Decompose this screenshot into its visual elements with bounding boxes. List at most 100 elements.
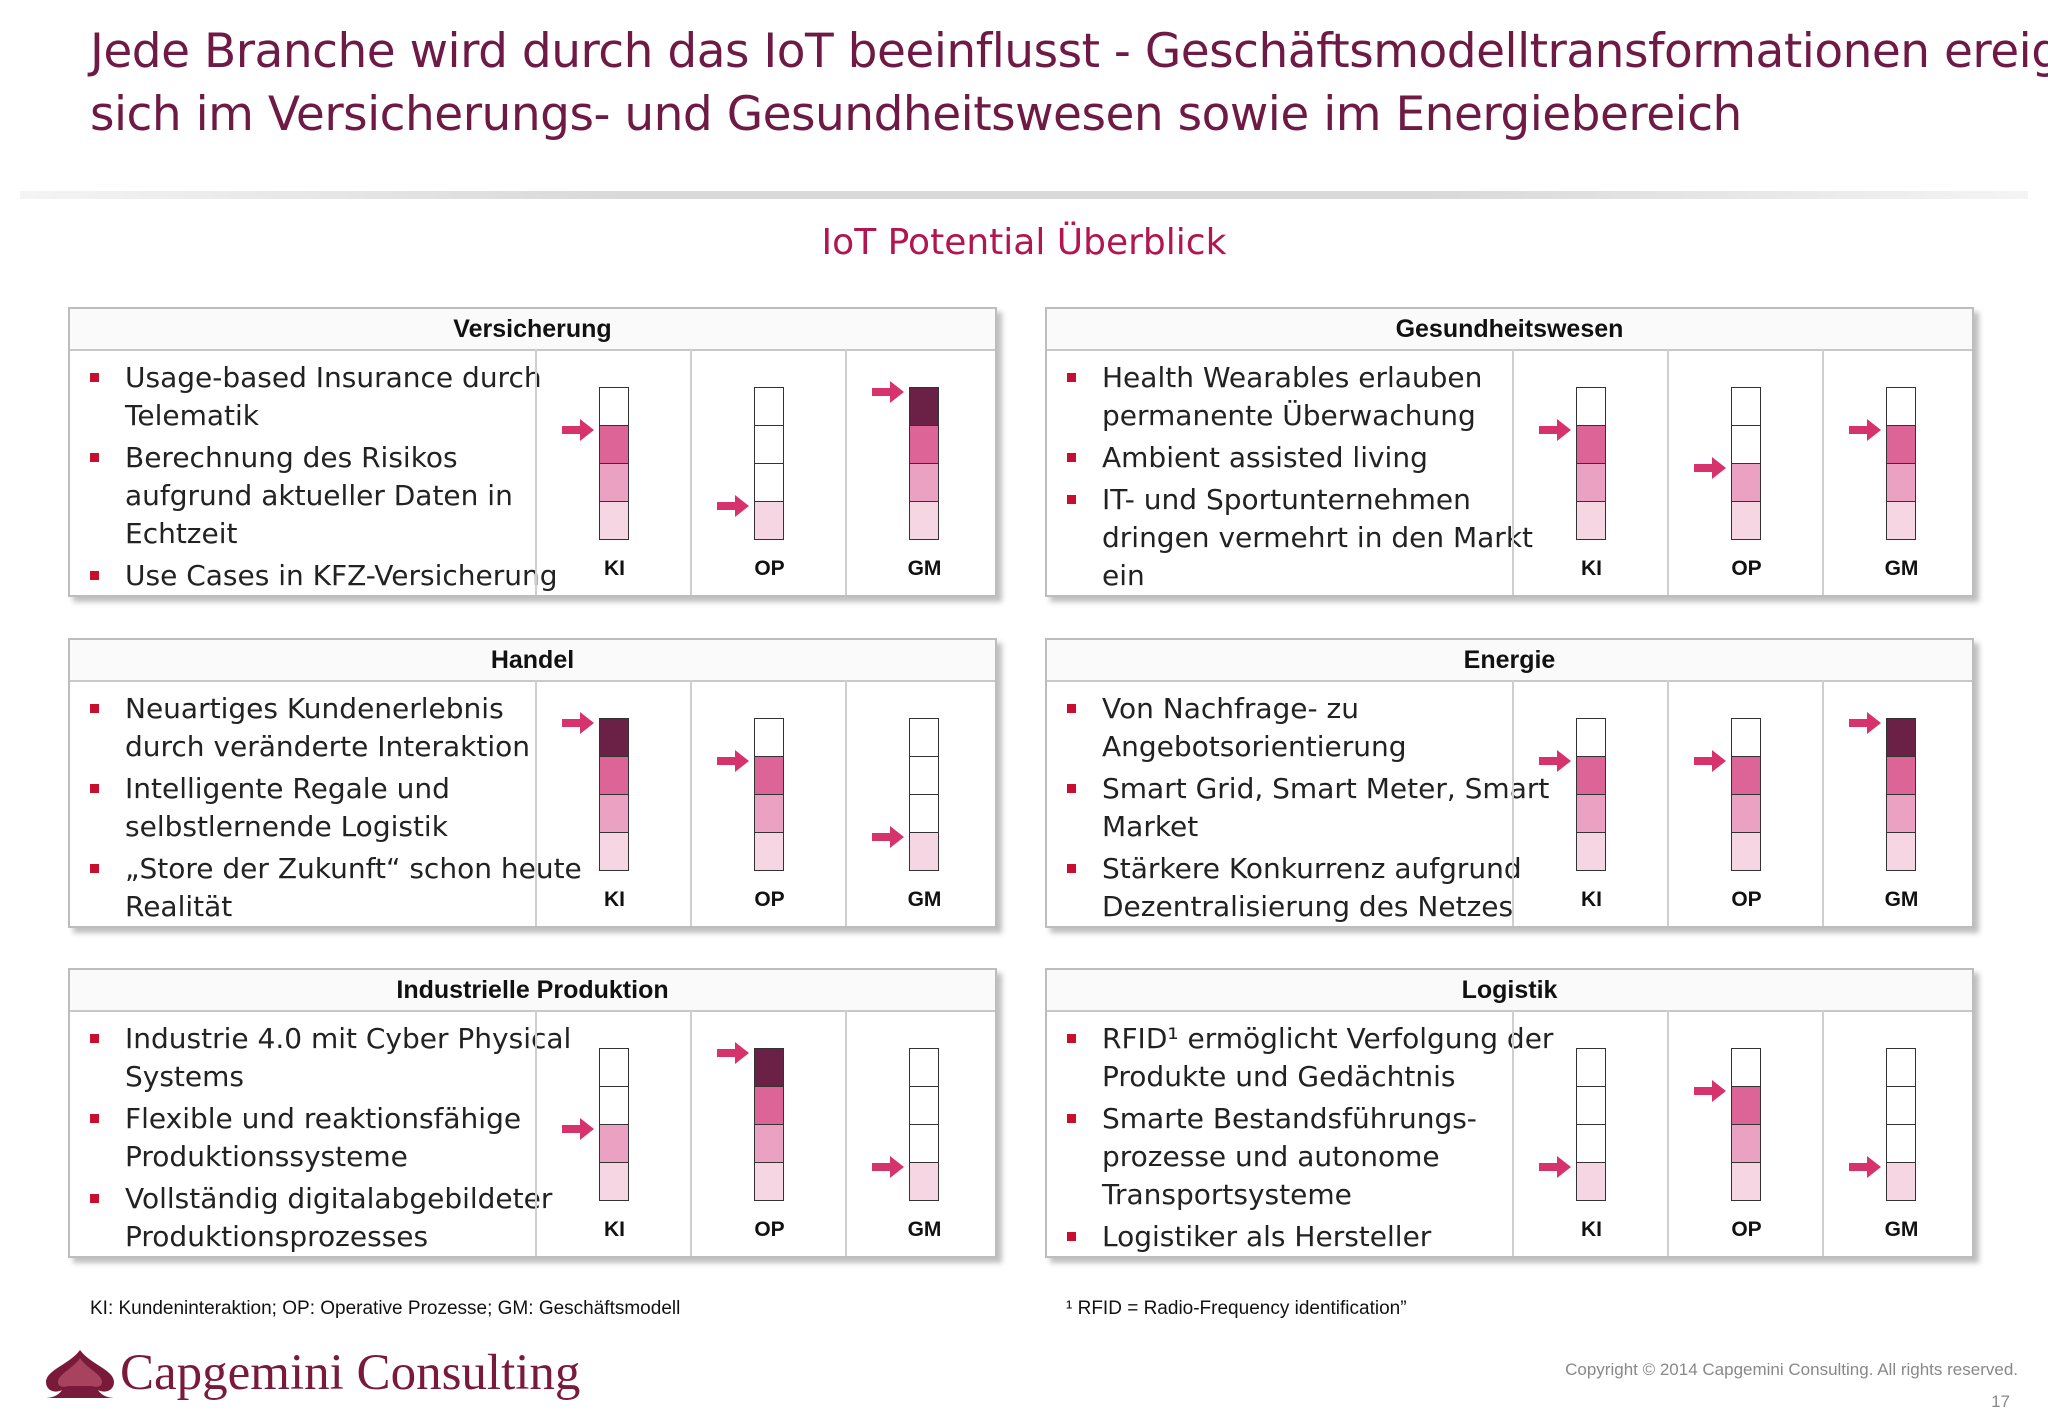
rating-column-op: OP xyxy=(690,1010,847,1256)
rating-column-ki: KI xyxy=(535,680,692,926)
rating-bar xyxy=(1576,1048,1606,1201)
rating-cell xyxy=(909,426,939,464)
column-label: KI xyxy=(604,888,625,911)
bullet-item: Smart Grid, Smart Meter, Smart Market xyxy=(1065,770,1565,846)
panel-header: Energie xyxy=(1047,640,1972,682)
rating-cell xyxy=(599,1125,629,1163)
rating-column-gm: GM xyxy=(1822,680,1979,926)
rating-cell xyxy=(1886,464,1916,502)
slide-title: Jede Branche wird durch das IoT beeinflu… xyxy=(90,20,2048,146)
level-arrow-icon xyxy=(872,1156,904,1178)
rating-cell xyxy=(909,757,939,795)
rating-cell xyxy=(754,426,784,464)
rating-cell xyxy=(754,757,784,795)
level-arrow-icon xyxy=(1849,712,1881,734)
level-arrow-icon xyxy=(872,826,904,848)
rating-cell xyxy=(1731,502,1761,540)
rating-column-op: OP xyxy=(1667,1010,1824,1256)
rating-cell xyxy=(909,833,939,871)
rating-column-gm: GM xyxy=(1822,349,1979,595)
column-label: OP xyxy=(754,557,785,580)
slide-title-line-1: Jede Branche wird durch das IoT beeinflu… xyxy=(90,24,2048,79)
rating-cell xyxy=(599,426,629,464)
panel-body: Industrie 4.0 mit Cyber Physical Systems… xyxy=(70,1010,995,1256)
copyright-notice: Copyright © 2014 Capgemini Consulting. A… xyxy=(1565,1360,2018,1379)
footnote-rfid: ¹ RFID = Radio-Frequency identification” xyxy=(1066,1298,1407,1319)
rating-bar xyxy=(599,387,629,540)
bullet-item: IT- und Sportunternehmen dringen vermehr… xyxy=(1065,481,1565,595)
column-label: OP xyxy=(1731,1218,1762,1241)
rating-cell xyxy=(1576,502,1606,540)
rating-cell xyxy=(1886,1048,1916,1087)
column-label: KI xyxy=(604,557,625,580)
rating-bar xyxy=(1886,387,1916,540)
panel-gesundheitswesen: Gesundheitswesen Health Wearables erlaube… xyxy=(1045,307,1974,597)
rating-bar xyxy=(909,1048,939,1201)
rating-cell xyxy=(1886,1125,1916,1163)
column-label: GM xyxy=(1884,1218,1919,1241)
rating-cell xyxy=(1886,502,1916,540)
rating-cell xyxy=(1886,426,1916,464)
rating-cell xyxy=(1731,833,1761,871)
rating-cell xyxy=(909,502,939,540)
rating-bar xyxy=(1576,718,1606,871)
rating-cell xyxy=(599,795,629,833)
bullet-item: Health Wearables erlauben permanente Übe… xyxy=(1065,359,1565,435)
bullet-item: Usage-based Insurance durch Telematik xyxy=(88,359,588,435)
rating-cell xyxy=(1731,1048,1761,1087)
bullet-item: Smarte Bestandsführungs-prozesse und aut… xyxy=(1065,1100,1565,1214)
rating-cell xyxy=(1731,757,1761,795)
rating-cell xyxy=(1731,1087,1761,1125)
title-divider xyxy=(20,191,2028,199)
bullet-item: Intelligente Regale und selbstlernende L… xyxy=(88,770,588,846)
panel-header: Versicherung xyxy=(70,309,995,351)
rating-column-ki: KI xyxy=(1512,1010,1669,1256)
slide-title-line-2: sich im Versicherungs- und Gesundheitswe… xyxy=(90,87,1742,142)
bullet-list: Von Nachfrage- zu Angebotsorientierung Sm… xyxy=(1065,690,1565,930)
panel-header: Industrielle Produktion xyxy=(70,970,995,1012)
column-label: KI xyxy=(1581,1218,1602,1241)
column-label: GM xyxy=(907,888,942,911)
panel-logistik: Logistik RFID¹ ermöglicht Verfolgung der … xyxy=(1045,968,1974,1258)
rating-cell xyxy=(754,1048,784,1087)
bullet-item: Ambient assisted living xyxy=(1065,439,1565,477)
bullet-item: Logistiker als Hersteller xyxy=(1065,1218,1565,1256)
rating-bar xyxy=(909,387,939,540)
rating-cell xyxy=(1886,795,1916,833)
rating-cell xyxy=(1886,387,1916,426)
rating-cell xyxy=(754,502,784,540)
rating-bar xyxy=(1731,1048,1761,1201)
rating-column-ki: KI xyxy=(1512,680,1669,926)
rating-cell xyxy=(1886,757,1916,795)
bullet-item: Flexible und reaktionsfähige Produktions… xyxy=(88,1100,588,1176)
bullet-item: Von Nachfrage- zu Angebotsorientierung xyxy=(1065,690,1565,766)
column-label: KI xyxy=(1581,888,1602,911)
panel-handel: Handel Neuartiges Kundenerlebnis durch ve… xyxy=(68,638,997,928)
column-label: KI xyxy=(1581,557,1602,580)
rating-cell xyxy=(754,1125,784,1163)
rating-column-op: OP xyxy=(1667,349,1824,595)
rating-column-op: OP xyxy=(690,680,847,926)
rating-cell xyxy=(1731,464,1761,502)
column-label: GM xyxy=(907,557,942,580)
column-label: OP xyxy=(1731,888,1762,911)
panel-header: Gesundheitswesen xyxy=(1047,309,1972,351)
rating-cell xyxy=(1731,387,1761,426)
rating-bar xyxy=(599,718,629,871)
rating-cell xyxy=(1886,1163,1916,1201)
panel-energie: Energie Von Nachfrage- zu Angebotsorienti… xyxy=(1045,638,1974,928)
rating-cell xyxy=(1576,1163,1606,1201)
level-arrow-icon xyxy=(562,1118,594,1140)
column-label: OP xyxy=(754,888,785,911)
bullet-item: Industrie 4.0 mit Cyber Physical Systems xyxy=(88,1020,588,1096)
panel-industrielle-produktion: Industrielle Produktion Industrie 4.0 mit… xyxy=(68,968,997,1258)
level-arrow-icon xyxy=(1539,419,1571,441)
bullet-item: Berechnung des Risikos aufgrund aktuelle… xyxy=(88,439,588,553)
bullet-list: Health Wearables erlauben permanente Übe… xyxy=(1065,359,1565,599)
page-number: 17 xyxy=(1991,1392,2010,1411)
rating-column-gm: GM xyxy=(1822,1010,1979,1256)
rating-cell xyxy=(909,718,939,757)
rating-column-gm: GM xyxy=(845,349,1002,595)
bullet-item: Stärkere Konkurrenz aufgrund Dezentralis… xyxy=(1065,850,1565,926)
rating-cell xyxy=(1731,426,1761,464)
